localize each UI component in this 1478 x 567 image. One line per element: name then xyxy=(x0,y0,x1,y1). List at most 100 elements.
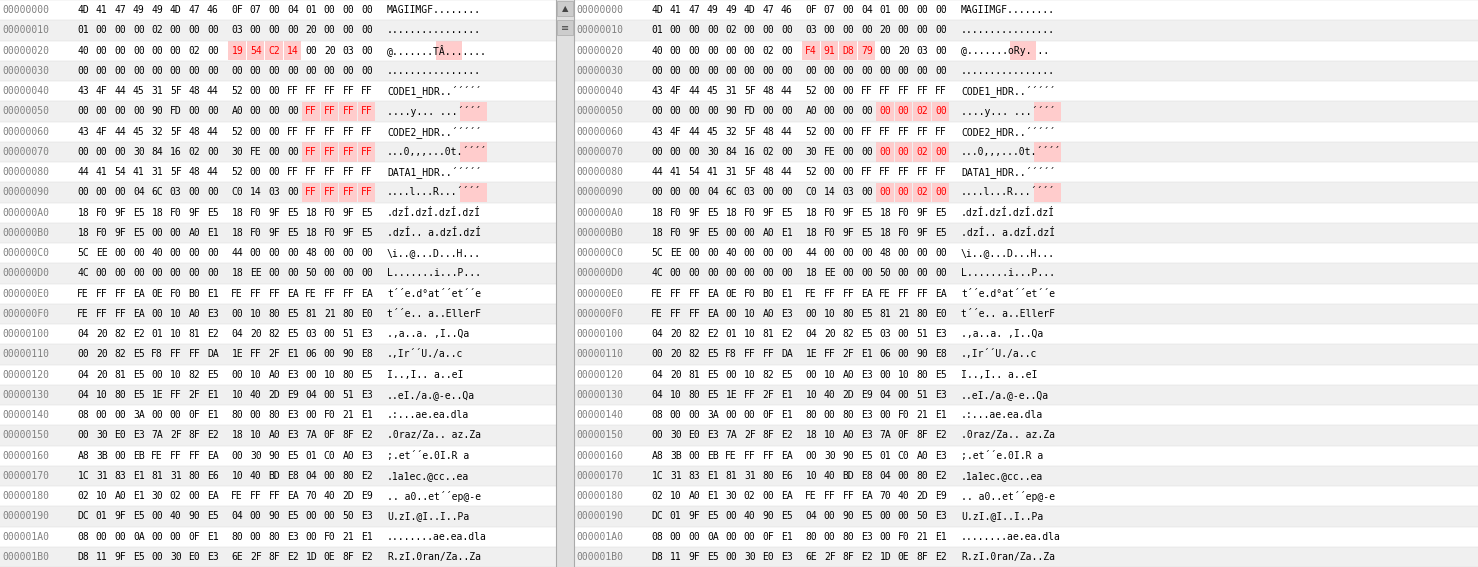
Bar xyxy=(0,202,556,223)
Text: E3: E3 xyxy=(133,430,145,441)
Text: 00: 00 xyxy=(670,187,681,197)
Text: E1: E1 xyxy=(780,228,792,238)
Bar xyxy=(556,0,573,567)
Text: 00: 00 xyxy=(916,5,928,15)
Text: 00: 00 xyxy=(133,268,145,278)
Text: 41: 41 xyxy=(670,167,681,177)
Text: E5: E5 xyxy=(287,208,299,218)
Text: 00: 00 xyxy=(763,66,774,76)
Text: 02: 02 xyxy=(763,147,774,157)
Bar xyxy=(265,41,282,60)
Text: B0: B0 xyxy=(188,289,200,299)
Text: FF: FF xyxy=(306,147,318,157)
Text: E0: E0 xyxy=(763,552,774,562)
Text: 10: 10 xyxy=(96,491,108,501)
Text: 04: 04 xyxy=(287,5,299,15)
Text: E5: E5 xyxy=(207,208,219,218)
Text: 00000010: 00000010 xyxy=(1,26,49,35)
Text: 10: 10 xyxy=(232,471,242,481)
Text: 00: 00 xyxy=(897,66,909,76)
Text: 00: 00 xyxy=(780,26,792,35)
Text: 1C: 1C xyxy=(652,471,664,481)
Text: 2D: 2D xyxy=(842,390,854,400)
Text: A0: A0 xyxy=(842,370,854,380)
Text: 00: 00 xyxy=(114,410,126,420)
Bar xyxy=(338,142,356,162)
Text: FF: FF xyxy=(916,289,928,299)
Text: 45: 45 xyxy=(706,86,718,96)
Bar xyxy=(573,365,1478,385)
Text: 00: 00 xyxy=(151,309,163,319)
Text: 32: 32 xyxy=(726,126,738,137)
Text: 00: 00 xyxy=(823,126,835,137)
Text: 00: 00 xyxy=(324,329,336,339)
Text: 52: 52 xyxy=(806,86,817,96)
Text: 02: 02 xyxy=(151,26,163,35)
Text: 00: 00 xyxy=(726,228,738,238)
Bar xyxy=(302,142,319,162)
Text: E3: E3 xyxy=(361,390,372,400)
Text: E1: E1 xyxy=(706,491,718,501)
Text: 4F: 4F xyxy=(670,86,681,96)
Text: ≡: ≡ xyxy=(562,23,569,32)
Text: 51: 51 xyxy=(916,329,928,339)
Text: C0: C0 xyxy=(324,451,336,460)
Bar xyxy=(573,547,1478,567)
Text: 00000070: 00000070 xyxy=(576,147,624,157)
Text: 40: 40 xyxy=(743,511,755,522)
Text: E9: E9 xyxy=(936,491,946,501)
Text: 47: 47 xyxy=(114,5,126,15)
Text: FF: FF xyxy=(670,289,681,299)
Bar xyxy=(573,243,1478,263)
Text: 00: 00 xyxy=(823,167,835,177)
Text: 00000160: 00000160 xyxy=(1,451,49,460)
Text: 00: 00 xyxy=(780,147,792,157)
Text: 20: 20 xyxy=(823,329,835,339)
Text: 9F: 9F xyxy=(343,208,355,218)
Text: 03: 03 xyxy=(232,26,242,35)
Text: 02: 02 xyxy=(77,491,89,501)
Text: C2: C2 xyxy=(269,45,281,56)
Text: 00: 00 xyxy=(324,471,336,481)
Bar xyxy=(0,486,556,506)
Text: EA: EA xyxy=(780,491,792,501)
Text: 00: 00 xyxy=(670,410,681,420)
Text: 00: 00 xyxy=(763,26,774,35)
Text: 00000020: 00000020 xyxy=(576,45,624,56)
Text: 00: 00 xyxy=(96,107,108,116)
Text: 40: 40 xyxy=(823,390,835,400)
Text: F0: F0 xyxy=(324,532,336,541)
Text: 00: 00 xyxy=(743,410,755,420)
Text: 9F: 9F xyxy=(842,228,854,238)
Text: 00: 00 xyxy=(188,107,200,116)
Text: 00: 00 xyxy=(114,147,126,157)
Text: 80: 80 xyxy=(232,532,242,541)
Text: 20: 20 xyxy=(897,45,909,56)
Text: 80: 80 xyxy=(916,370,928,380)
Text: 00: 00 xyxy=(897,329,909,339)
Text: FF: FF xyxy=(324,147,336,157)
Text: 18: 18 xyxy=(879,228,891,238)
Text: FE: FE xyxy=(250,147,262,157)
Bar xyxy=(0,284,556,304)
Bar xyxy=(1009,41,1036,60)
Text: FF: FF xyxy=(269,491,281,501)
Text: A0: A0 xyxy=(269,370,281,380)
Text: 45: 45 xyxy=(706,126,718,137)
Text: 01: 01 xyxy=(670,511,681,522)
Bar xyxy=(573,385,1478,405)
Text: 02: 02 xyxy=(170,491,182,501)
Text: 00: 00 xyxy=(670,26,681,35)
Bar xyxy=(573,466,1478,486)
Text: 00: 00 xyxy=(170,66,182,76)
Text: E1: E1 xyxy=(860,349,872,359)
Text: 00: 00 xyxy=(96,66,108,76)
Text: 06: 06 xyxy=(879,349,891,359)
Text: MAGIIMGF........: MAGIIMGF........ xyxy=(387,5,480,15)
Text: FF: FF xyxy=(250,349,262,359)
Text: ..eI./a.@-e..Qa: ..eI./a.@-e..Qa xyxy=(961,390,1049,400)
Text: E0: E0 xyxy=(936,309,946,319)
Text: 30: 30 xyxy=(706,147,718,157)
Text: 00: 00 xyxy=(269,147,281,157)
Text: 0E: 0E xyxy=(151,289,163,299)
